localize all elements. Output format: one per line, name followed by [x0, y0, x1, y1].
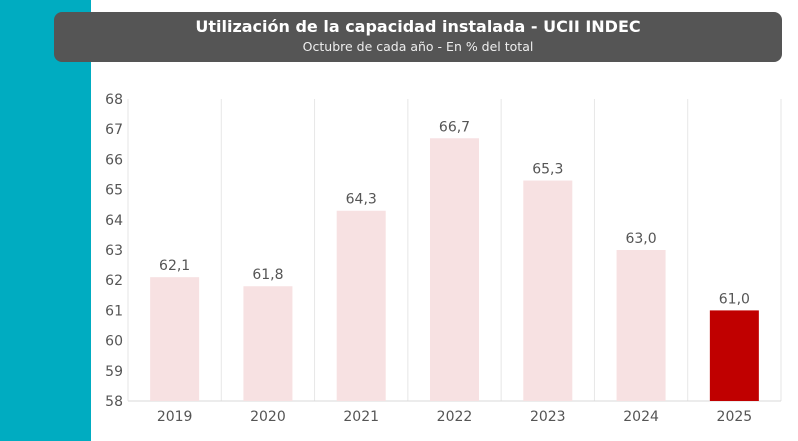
bar-2019 — [150, 277, 200, 401]
accent-strip — [0, 0, 91, 441]
y-tick-label: 59 — [105, 364, 123, 380]
x-tick-label: 2024 — [623, 409, 659, 425]
bar-2022 — [430, 138, 479, 401]
y-tick-label: 63 — [105, 243, 123, 259]
x-tick-label: 2022 — [437, 409, 473, 425]
data-label: 63,0 — [625, 231, 656, 247]
y-tick-label: 68 — [105, 92, 123, 108]
y-tick-label: 67 — [105, 122, 123, 138]
data-label: 65,3 — [532, 162, 563, 178]
x-tick-label: 2023 — [530, 409, 566, 425]
x-tick-label: 2020 — [250, 409, 286, 425]
data-label: 61,8 — [252, 267, 283, 283]
bar-2020 — [243, 286, 293, 401]
bar-2025 — [709, 310, 759, 401]
x-tick-label: 2025 — [717, 409, 753, 425]
bar-2023 — [523, 180, 573, 401]
chart-subtitle: Octubre de cada año - En % del total — [302, 39, 534, 54]
title-box: Utilización de la capacidad instalada - … — [54, 12, 782, 62]
x-tick-label: 2019 — [157, 409, 193, 425]
y-tick-label: 61 — [105, 303, 123, 319]
data-label: 64,3 — [346, 192, 377, 208]
y-tick-label: 66 — [105, 152, 123, 168]
y-tick-label: 64 — [105, 213, 123, 229]
y-tick-label: 60 — [105, 334, 123, 350]
chart-title: Utilización de la capacidad instalada - … — [195, 17, 641, 36]
bar-2021 — [336, 210, 386, 401]
y-tick-label: 62 — [105, 273, 123, 289]
data-label: 61,0 — [719, 291, 750, 307]
x-tick-label: 2021 — [343, 409, 379, 425]
y-tick-label: 65 — [105, 183, 123, 199]
bar-2024 — [616, 250, 666, 401]
data-label: 66,7 — [439, 119, 470, 135]
y-tick-label: 58 — [105, 394, 123, 410]
data-label: 62,1 — [159, 258, 190, 274]
